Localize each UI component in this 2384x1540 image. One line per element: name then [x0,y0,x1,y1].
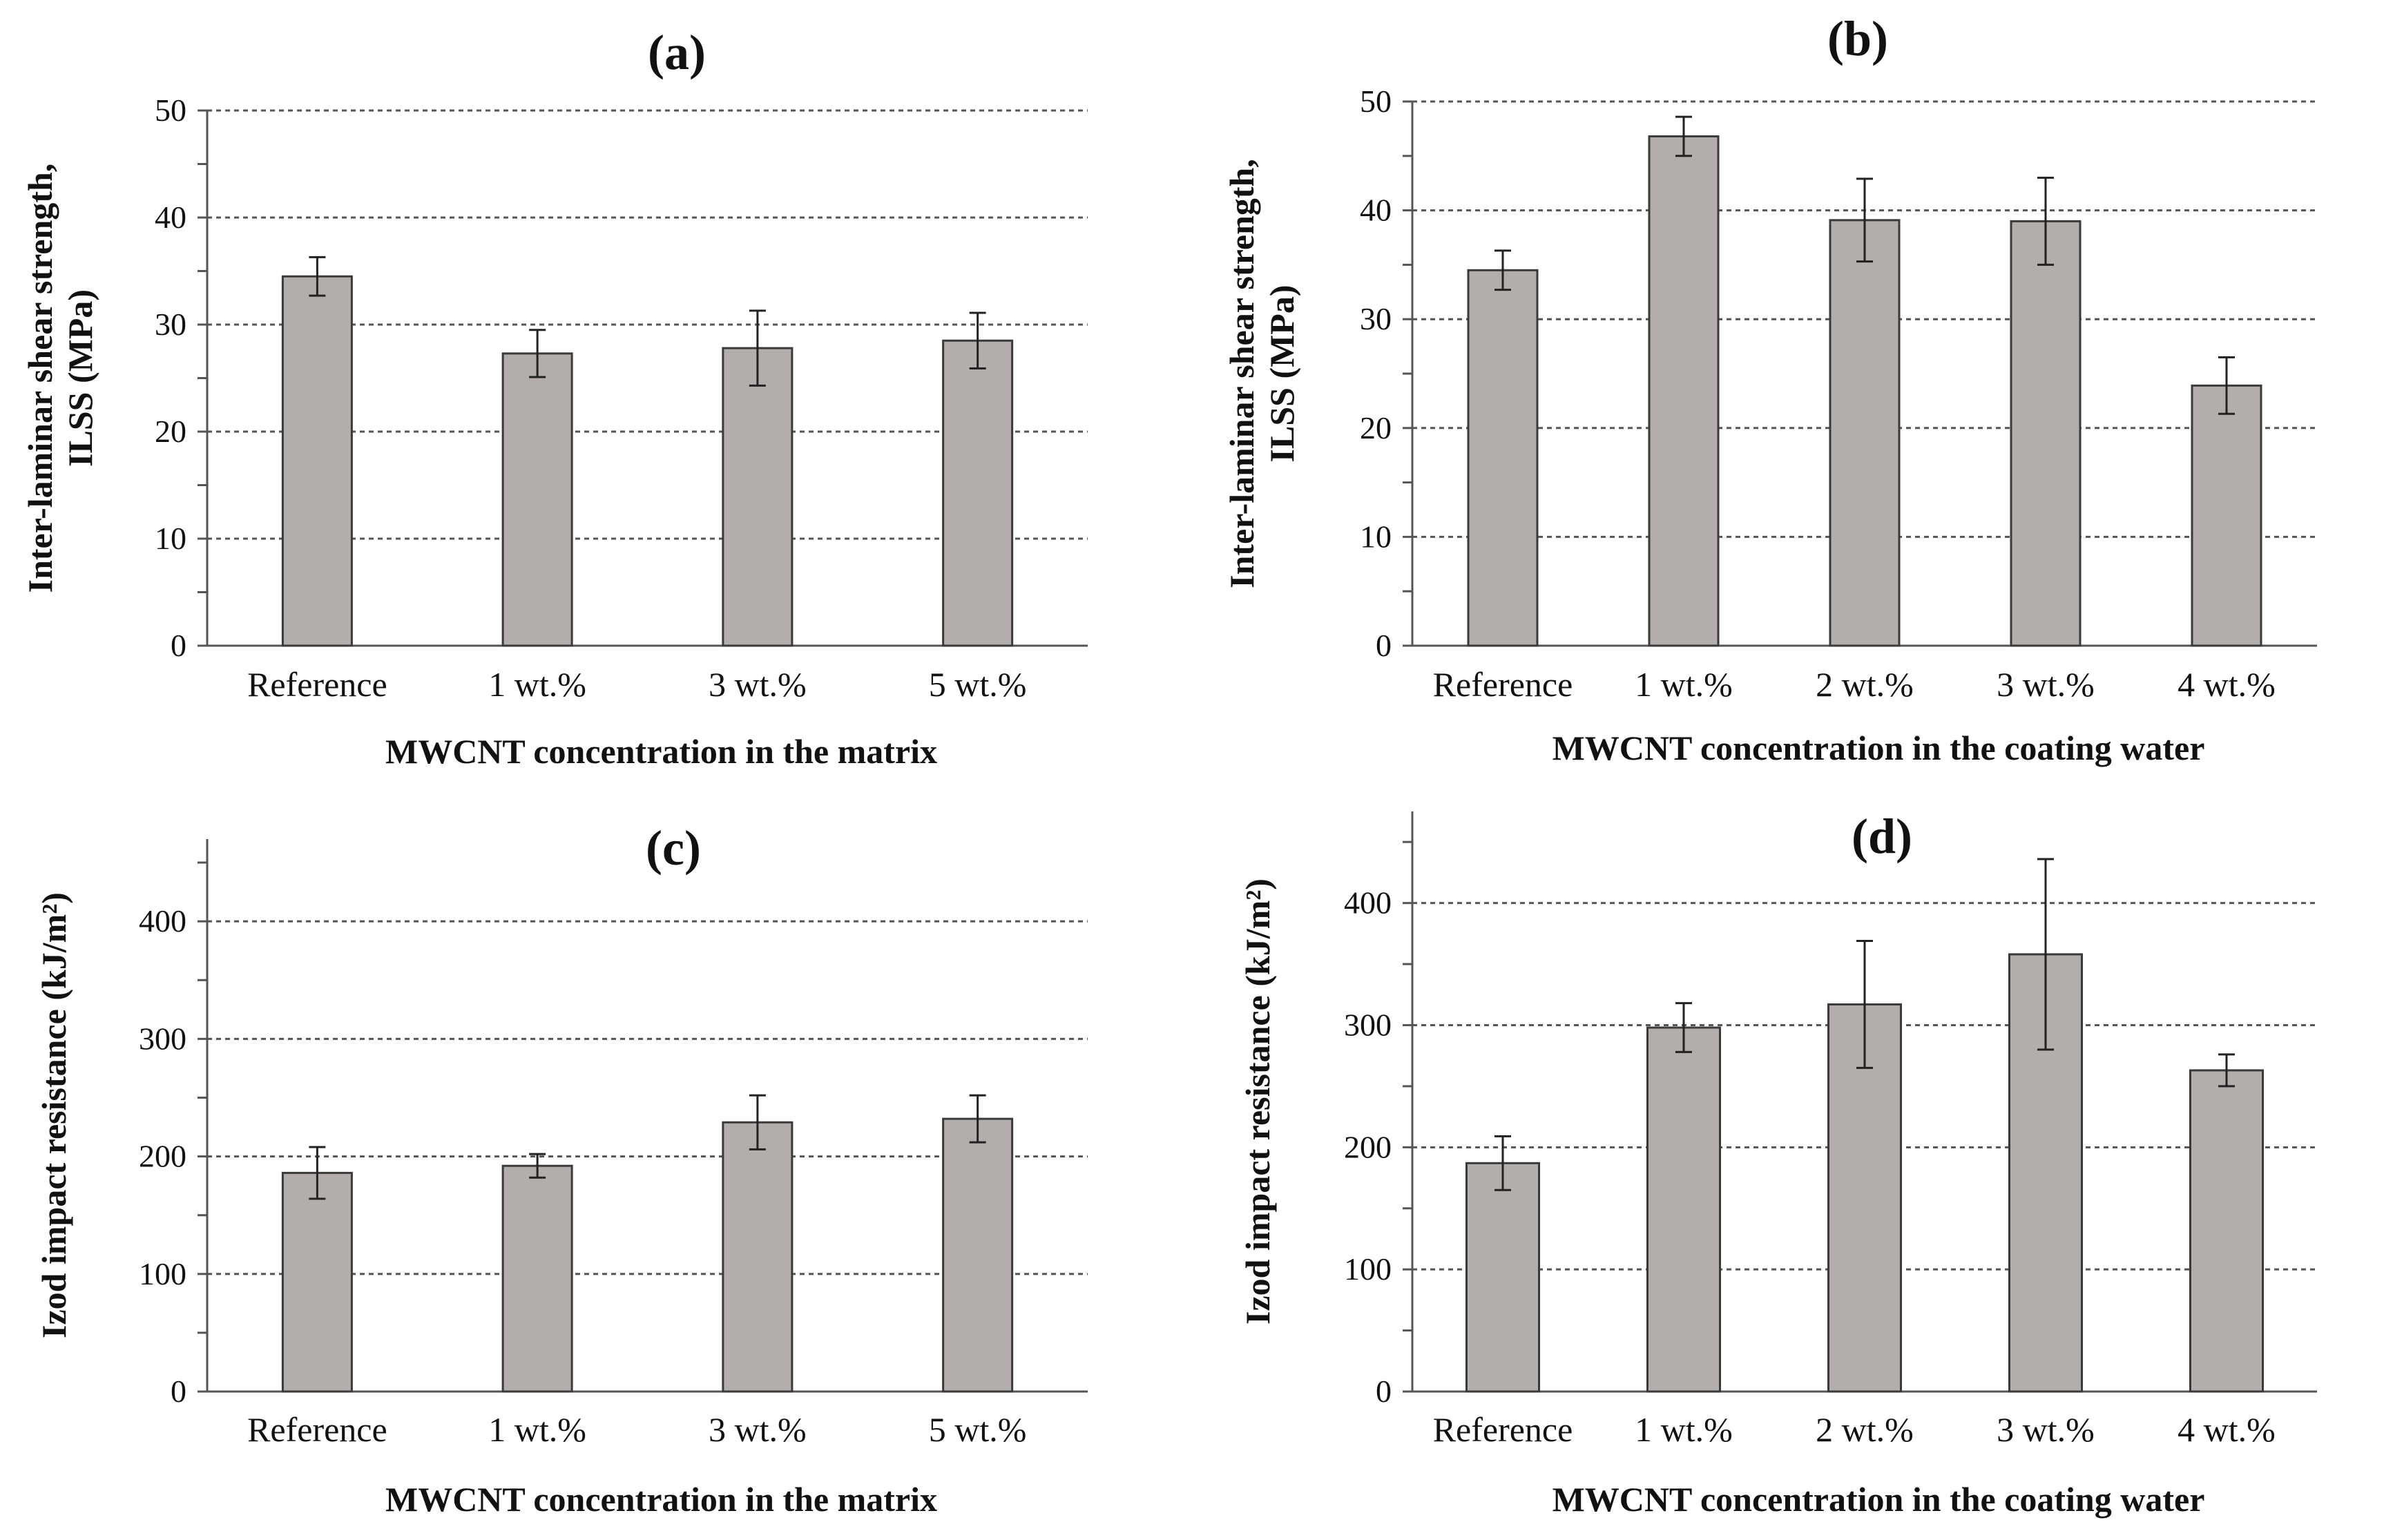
bar [1465,1162,1540,1393]
bar [942,1117,1014,1393]
category-label: 3 wt.% [709,1410,807,1449]
y-axis-title: ILSS (MPa) [61,289,99,467]
y-axis-title: Izod impact resistance (kJ/m²) [1238,878,1277,1325]
bar [2189,1069,2264,1393]
x-axis-title: MWCNT concentration in the matrix [385,1480,937,1519]
category-label: 2 wt.% [1816,1410,1914,1449]
bar [281,1171,353,1393]
panel-label: (d) [1852,809,1912,864]
chart-b: 0 10 20 30 40 50 Reference 1 wt.% 2 wt.% 3 wt.% 4 … [1222,11,2317,767]
category-label: 5 wt.% [929,1410,1027,1449]
category-label: Reference [1433,1410,1573,1449]
category-label: 4 wt.% [2178,1410,2276,1449]
y-tick-label: 10 [155,521,186,556]
y-axis-title: Izod impact resistance (kJ/m²) [35,892,73,1338]
y-tick-label: 100 [1344,1251,1392,1287]
category-label: 3 wt.% [1997,1410,2095,1449]
category-label: 1 wt.% [1635,665,1733,704]
y-tick-label: 300 [139,1021,186,1056]
bar [2010,220,2082,647]
category-label: 2 wt.% [1816,665,1914,704]
y-tick-label: 200 [139,1139,186,1174]
y-tick-label: 50 [155,93,186,128]
bar [1648,135,1720,647]
category-label: Reference [247,665,387,704]
category-label: 4 wt.% [2178,665,2276,704]
y-tick-label: 0 [1376,1374,1392,1409]
y-tick-label: 0 [1376,628,1392,663]
category-label: 5 wt.% [929,665,1027,704]
y-tick-label: 30 [1360,301,1392,336]
category-label: Reference [1433,665,1573,704]
category-label: 1 wt.% [488,1410,586,1449]
x-axis-title: MWCNT concentration in the coating water [1553,729,2205,767]
bar [281,275,353,647]
bar [1467,269,1539,647]
bar [942,339,1014,647]
y-tick-label: 400 [139,903,186,939]
y-tick-label: 40 [1360,193,1392,228]
y-tick-label: 20 [155,414,186,449]
y-tick-label: 50 [1360,84,1392,119]
chart-c: 0 100 200 300 400 Reference 1 wt.% 3 wt.% 5 wt.%… [35,820,1088,1519]
panel-label: (b) [1827,11,1888,66]
y-tick-label: 300 [1344,1007,1392,1042]
panel-label: (c) [646,820,701,876]
bar [501,352,573,647]
y-tick-label: 30 [155,307,186,342]
bar [722,347,794,647]
category-label: 3 wt.% [1997,665,2095,704]
panel-label: (a) [648,25,706,80]
y-tick-label: 20 [1360,410,1392,445]
bar [1646,1026,1721,1393]
y-axis-title: ILSS (MPa) [1262,285,1301,463]
bar [1829,219,1901,647]
chart-a: 0 10 20 30 40 50 Reference 1 wt.% 3 wt.% 5 wt.% (a… [21,25,1088,771]
y-tick-label: 400 [1344,885,1392,921]
y-axis-title: Inter-laminar shear strength, [1222,159,1261,588]
category-label: 1 wt.% [1635,1410,1733,1449]
x-axis-title: MWCNT concentration in the coating water [1553,1480,2205,1519]
y-tick-label: 40 [155,200,186,235]
y-tick-label: 100 [139,1256,186,1291]
x-axis-title: MWCNT concentration in the matrix [385,732,937,771]
bar [722,1121,794,1393]
y-tick-label: 200 [1344,1129,1392,1164]
bar [501,1164,573,1393]
y-tick-label: 10 [1360,519,1392,554]
chart-d: 0 100 200 300 400 Reference 1 wt.% 2 wt.% 3 wt.%… [1238,809,2317,1519]
category-label: Reference [247,1410,387,1449]
category-label: 3 wt.% [709,665,807,704]
y-tick-label: 0 [171,1374,186,1409]
y-tick-label: 0 [171,628,186,663]
y-axis-title: Inter-laminar shear strength, [21,164,59,593]
bar [2191,384,2262,647]
category-label: 1 wt.% [488,665,586,704]
